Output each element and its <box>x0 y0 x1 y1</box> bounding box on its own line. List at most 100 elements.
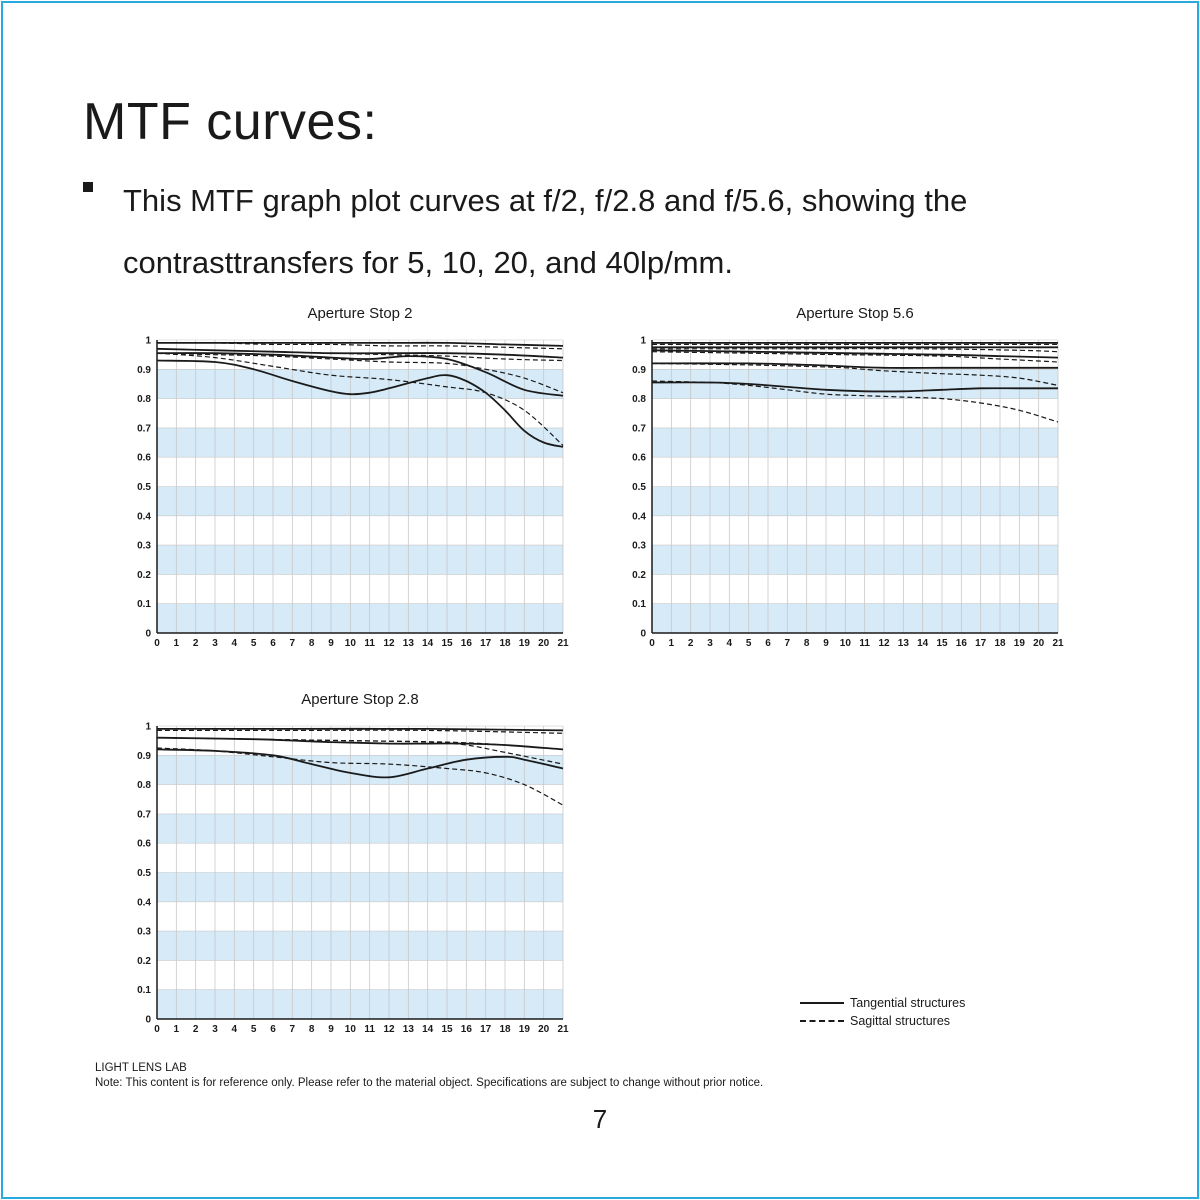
x-tick-label: 3 <box>212 1024 218 1035</box>
x-tick-label: 16 <box>461 638 473 649</box>
x-tick-label: 0 <box>649 638 655 649</box>
bullet-text: This MTF graph plot curves at f/2, f/2.8… <box>123 183 968 280</box>
x-tick-label: 6 <box>270 638 276 649</box>
x-tick-label: 8 <box>309 638 315 649</box>
x-tick-label: 15 <box>441 1024 453 1035</box>
x-tick-label: 17 <box>975 638 987 649</box>
x-tick-label: 2 <box>193 638 199 649</box>
x-tick-label: 17 <box>480 638 492 649</box>
y-tick-label: 0.2 <box>137 956 151 967</box>
footer-brand: LIGHT LENS LAB <box>95 1062 187 1074</box>
x-tick-label: 9 <box>328 638 334 649</box>
y-tick-label: 0.7 <box>137 809 151 820</box>
x-tick-label: 16 <box>461 1024 473 1035</box>
sagittal-curve <box>652 348 1059 353</box>
sagittal-curve <box>651 362 1059 386</box>
x-tick-label: 9 <box>328 1024 334 1035</box>
tangential-curve <box>651 362 1058 369</box>
y-tick-label: 0.5 <box>137 482 151 493</box>
x-tick-label: 21 <box>1052 638 1064 649</box>
x-tick-label: 14 <box>422 638 434 649</box>
y-tick-label: 0.1 <box>137 985 151 996</box>
legend-item-sagittal: Sagittal structures <box>800 1012 965 1030</box>
mtf-chart-svg: Aperture Stop 2 0 0.1 0.2 0.3 0.4 0.5 0.6 0.7 0.8… <box>137 305 569 649</box>
grid-band <box>157 486 563 516</box>
tangential-curve <box>156 352 564 397</box>
x-tick-label: 16 <box>956 638 968 649</box>
sagittal-curve <box>156 747 564 806</box>
solid-line-icon <box>800 1002 844 1004</box>
x-tick-label: 11 <box>859 638 870 649</box>
tangential-curve <box>651 381 1058 393</box>
x-tick-label: 4 <box>232 638 238 649</box>
y-tick-label: 0.1 <box>137 599 151 610</box>
sagittal-curve <box>651 351 1059 363</box>
legend-item-tangential: Tangential structures <box>800 994 965 1012</box>
x-tick-label: 14 <box>917 638 929 649</box>
page-number: 7 <box>592 1104 608 1134</box>
grid-band <box>157 813 563 844</box>
y-tick-label: 0.7 <box>137 423 151 434</box>
grid-band <box>157 872 563 902</box>
x-tick-label: 17 <box>480 1024 492 1035</box>
sagittal-curve <box>156 737 564 750</box>
grid-band <box>652 427 1058 458</box>
x-tick-label: 7 <box>290 1024 296 1035</box>
y-tick-label: 0.4 <box>137 897 151 908</box>
x-tick-label: 1 <box>669 638 675 649</box>
grid-band <box>157 755 563 785</box>
y-tick-label: 0.8 <box>137 394 151 405</box>
y-tick-label: 0.8 <box>632 394 646 405</box>
x-tick-label: 12 <box>383 1024 395 1035</box>
y-tick-label: 0.9 <box>137 365 151 376</box>
x-tick-label: 12 <box>878 638 890 649</box>
x-tick-label: 13 <box>898 638 910 649</box>
x-tick-label: 2 <box>193 1024 199 1035</box>
legend-label-sagittal: Sagittal structures <box>850 1014 951 1028</box>
y-tick-label: 0.6 <box>137 453 151 464</box>
chart-title: Aperture Stop 2 <box>307 305 412 322</box>
x-tick-label: 21 <box>557 1024 569 1035</box>
mtf-chart-aperture-2-8: Aperture Stop 2.8 0 0.1 0.2 0.3 0.4 0.5 0.6 0.7 0… <box>120 684 570 1039</box>
x-tick-label: 19 <box>519 1024 531 1035</box>
x-tick-label: 5 <box>746 638 752 649</box>
x-tick-label: 15 <box>936 638 948 649</box>
y-tick-label: 0 <box>640 629 646 640</box>
y-tick-label: 0.6 <box>632 453 646 464</box>
y-tick-label: 0 <box>145 629 151 640</box>
x-tick-label: 4 <box>232 1024 238 1035</box>
x-tick-label: 0 <box>154 1024 160 1035</box>
y-tick-label: 1 <box>145 722 151 733</box>
x-tick-label: 20 <box>1033 638 1045 649</box>
y-tick-label: 0.9 <box>632 365 646 376</box>
grid-band <box>157 545 563 575</box>
y-tick-label: 0.4 <box>137 511 151 522</box>
x-tick-label: 11 <box>364 1024 375 1035</box>
tangential-curve <box>156 748 564 779</box>
sagittal-curve <box>156 342 564 350</box>
x-tick-label: 20 <box>538 638 550 649</box>
dashed-line-icon <box>800 1020 844 1022</box>
x-tick-label: 7 <box>785 638 791 649</box>
tangential-curve <box>156 359 564 448</box>
x-tick-label: 1 <box>174 1024 180 1035</box>
x-tick-label: 6 <box>270 1024 276 1035</box>
y-tick-label: 0.3 <box>632 541 646 552</box>
x-tick-label: 18 <box>994 638 1006 649</box>
sagittal-curve <box>156 352 564 394</box>
x-tick-label: 10 <box>840 638 852 649</box>
tangential-curve <box>157 727 564 732</box>
x-tick-label: 10 <box>345 1024 357 1035</box>
bullet-square-icon <box>83 182 93 192</box>
y-tick-label: 0.6 <box>137 839 151 850</box>
x-tick-label: 15 <box>441 638 453 649</box>
grid-band <box>652 486 1058 516</box>
y-tick-label: 0.4 <box>632 511 646 522</box>
x-tick-label: 21 <box>557 638 569 649</box>
x-tick-label: 8 <box>309 1024 315 1035</box>
x-tick-label: 11 <box>364 638 375 649</box>
x-tick-label: 19 <box>519 638 531 649</box>
x-tick-label: 13 <box>403 638 415 649</box>
y-tick-label: 0 <box>145 1015 151 1026</box>
x-tick-label: 0 <box>154 638 160 649</box>
